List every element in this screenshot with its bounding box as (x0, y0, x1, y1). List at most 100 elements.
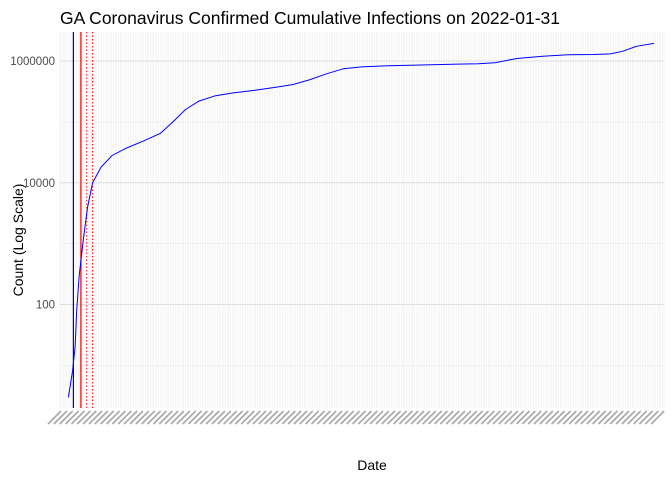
x-tick-label (328, 410, 343, 425)
x-tick-label (228, 410, 244, 425)
series-line (67, 42, 655, 398)
x-tick-label (117, 410, 132, 425)
x-tick-label (592, 410, 607, 425)
x-tick-label (603, 410, 618, 425)
x-tick-label (340, 410, 355, 425)
x-tick-label (480, 410, 495, 425)
x-tick-label (176, 410, 191, 425)
x-tick-label (363, 410, 378, 425)
major-gridlines (60, 60, 664, 306)
x-tick-label (568, 410, 583, 425)
x-tick-label (111, 410, 126, 425)
x-tick-label (217, 410, 232, 425)
x-tick-label (621, 410, 636, 425)
x-tick-label (498, 410, 513, 425)
x-tick-label (164, 410, 179, 425)
chart-title: GA Coronavirus Confirmed Cumulative Infe… (60, 8, 560, 28)
x-tick-label (404, 410, 419, 425)
y-tick-label: 1000000 (10, 56, 55, 68)
x-tick-label (644, 410, 659, 425)
x-tick-label (182, 410, 197, 425)
x-tick-label (580, 410, 595, 425)
x-tick-label (100, 410, 115, 425)
minor-gridlines (59, 32, 665, 408)
x-tick-label (521, 410, 536, 425)
x-tick-label (428, 410, 443, 425)
x-tick-label (504, 410, 519, 425)
x-tick-label (88, 410, 103, 425)
x-tick-label (375, 410, 390, 425)
x-tick-label (551, 410, 566, 425)
x-tick-label (533, 410, 548, 425)
x-tick-label (246, 410, 261, 425)
x-tick-label (627, 410, 642, 425)
x-tick-label (269, 410, 285, 425)
x-tick-label (398, 410, 413, 425)
x-tick-label (258, 410, 273, 425)
x-tick-label (293, 410, 308, 425)
x-tick-label (59, 410, 74, 425)
x-tick-label (76, 410, 91, 425)
y-tick-labels: 100 10000 1000000 (10, 56, 55, 312)
x-tick-label (638, 410, 654, 425)
x-tick-label (299, 410, 314, 425)
x-tick-label (433, 410, 449, 425)
x-tick-label (392, 410, 408, 425)
x-tick-label (650, 410, 665, 425)
series-group (67, 42, 655, 398)
x-tick-label (357, 410, 372, 425)
x-tick-label (445, 410, 460, 425)
x-tick-label (539, 410, 554, 425)
x-tick-label (275, 410, 290, 425)
x-tick-label (105, 410, 121, 425)
x-tick-label (369, 410, 384, 425)
x-tick-label (457, 410, 472, 425)
x-tick-label (47, 410, 62, 425)
x-tick-label (463, 410, 478, 425)
x-tick-labels (47, 410, 665, 425)
x-tick-label (152, 410, 167, 425)
x-tick-label (135, 410, 150, 425)
x-tick-label (322, 410, 337, 425)
x-tick-label (158, 410, 173, 425)
x-tick-label (129, 410, 144, 425)
x-tick-label (492, 410, 507, 425)
x-tick-label (334, 410, 349, 425)
x-axis-label-text: Date (357, 457, 387, 473)
x-tick-label (474, 410, 490, 425)
x-tick-label (346, 410, 361, 425)
x-tick-label (574, 410, 589, 425)
x-tick-label (316, 410, 331, 425)
x-tick-label (234, 410, 249, 425)
x-tick-label (65, 410, 80, 425)
reference-lines (72, 32, 94, 408)
x-tick-label (123, 410, 138, 425)
x-tick-label (170, 410, 185, 425)
x-tick-label (205, 410, 220, 425)
x-tick-label (141, 410, 156, 425)
x-tick-label (615, 410, 630, 425)
x-tick-label (486, 410, 501, 425)
x-tick-label (211, 410, 226, 425)
x-tick-label (609, 410, 624, 425)
x-tick-label (223, 410, 238, 425)
x-tick-label (586, 410, 601, 425)
x-tick-label (240, 410, 255, 425)
y-tick-label: 10000 (23, 178, 55, 190)
x-tick-label (562, 410, 577, 425)
x-tick-label (556, 410, 572, 425)
x-tick-label (305, 410, 320, 425)
x-tick-label (439, 410, 454, 425)
x-tick-label (94, 410, 109, 425)
y-tick-label: 100 (36, 300, 55, 312)
x-tick-label (199, 410, 214, 425)
x-tick-label (351, 410, 367, 425)
x-tick-label (422, 410, 437, 425)
x-tick-label (515, 410, 531, 425)
x-tick-label (53, 410, 68, 425)
x-tick-label (416, 410, 431, 425)
x-tick-label (252, 410, 267, 425)
x-tick-label (310, 410, 326, 425)
x-tick-label (597, 410, 613, 425)
x-tick-label (264, 410, 279, 425)
